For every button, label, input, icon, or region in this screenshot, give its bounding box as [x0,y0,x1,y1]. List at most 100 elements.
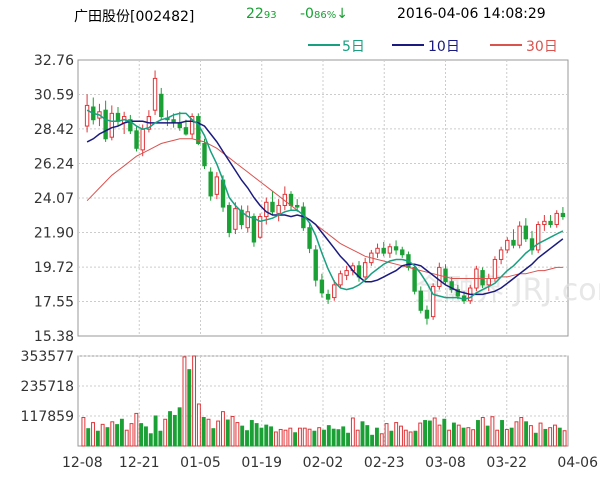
volume-bar [418,422,423,447]
volume-bar [456,424,461,447]
volume-bar [437,424,442,447]
volume-bar [399,425,403,447]
volume-bar [115,424,120,447]
x-tick-label: 12-21 [119,455,160,471]
x-tick-label: 01-05 [180,455,221,471]
volume-y-tick-label: 117859 [21,409,74,425]
candle-body [264,201,269,218]
price-sub: 93 [263,10,277,21]
volume-bar [528,425,533,447]
volume-bar [269,426,274,447]
volume-bar [288,427,293,447]
x-tick-label: 02-02 [303,455,344,471]
volume-bar [355,429,360,447]
x-tick-label: 01-19 [241,455,282,471]
price-y-tick-label: 19.72 [34,260,74,276]
volume-bar [302,427,307,447]
volume-bar [490,416,495,447]
volume-bar [139,423,144,447]
volume-bar [538,422,543,447]
volume-bar [206,418,211,447]
volume-bar [297,427,302,447]
change-display: -086%↓ [300,6,348,22]
volume-bar [346,432,351,447]
volume-bar [322,429,326,447]
candle-body [344,270,349,276]
candle-body [152,77,158,111]
candle-body [183,127,189,135]
volume-bar [221,411,225,447]
volume-bar [235,422,240,447]
volume-bar [331,428,336,447]
candle-body [412,266,417,292]
volume-bar [249,420,254,447]
volume-bar [148,433,153,447]
volume-bar [278,428,283,447]
jrj-watermark: 金融界 JRJ.com [414,273,600,308]
candle-body [332,284,337,299]
volume-bar [254,423,259,447]
price-y-tick-label: 24.07 [34,191,74,207]
candle-body [535,224,541,251]
candle-body [196,116,201,145]
candle-body [134,130,139,149]
volume-bar [543,428,548,447]
candle-body [159,93,164,118]
candle-body [560,212,566,218]
candle-body [362,262,368,278]
volume-bar [264,424,269,447]
candle-body [227,204,232,233]
volume-bar [394,422,399,447]
candle-body [270,201,275,213]
ma10-line [86,120,564,296]
candle-body [140,128,145,151]
candle-body [529,238,535,251]
candle-body [214,176,220,195]
candle-body [517,225,522,246]
volume-bar [451,422,456,447]
volume-bar [317,427,322,447]
candle-body [498,249,504,260]
x-tick-label: 02-23 [364,455,405,471]
candle-body [313,249,318,281]
volume-bar [548,427,553,447]
candle-body [511,239,516,246]
volume-bar [110,421,115,447]
volume-bar [389,430,394,447]
change-main: -0 [300,6,314,22]
price-y-tick-label: 28.42 [34,122,74,138]
candle-body [189,116,195,135]
ma30-legend-label: 30日 [526,39,558,55]
candle-body [257,216,263,238]
volume-bar [403,429,408,447]
x-tick-label: 12-08 [62,455,103,471]
candle-body [548,220,553,226]
volume-bar [225,419,230,447]
ma10-legend-line [392,44,424,46]
candle-body [338,273,343,286]
candle-body [400,249,405,256]
price-main: 22 [246,6,264,22]
volume-bar [187,369,192,447]
volume-bar [447,429,452,447]
candle-body [542,220,547,226]
volume-bar [432,417,437,447]
volume-bar [230,415,235,447]
volume-bar [533,432,538,447]
candle-body [387,246,393,254]
volume-bar [124,429,129,447]
volume-bar [201,416,206,447]
volume-bar [427,420,432,447]
volume-bar [182,356,187,447]
candle-body [381,247,386,254]
price-y-tick-label: 17.55 [34,295,74,311]
volume-y-tick-label: 353577 [21,349,74,365]
volume-bar [86,428,91,447]
volume-bar [211,428,216,447]
candle-body [109,112,115,138]
ma30-legend-line [490,44,522,46]
stock-code: [002482] [130,9,195,25]
volume-bar [476,420,480,447]
volume-bar [95,430,100,447]
